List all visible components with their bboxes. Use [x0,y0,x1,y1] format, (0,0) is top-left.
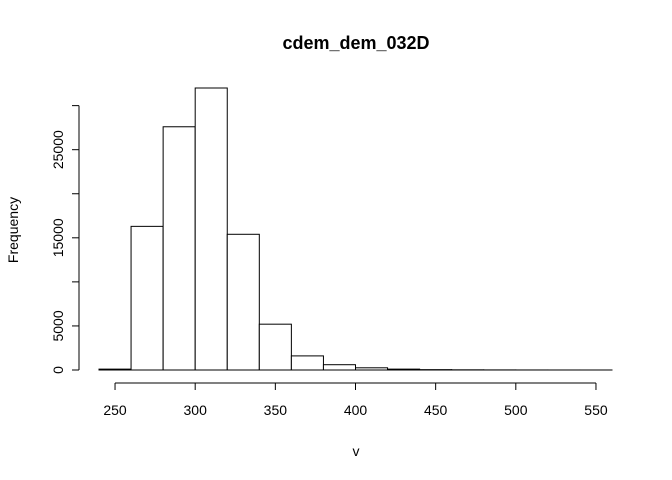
histogram-bars [98,87,613,371]
histogram-bar [322,364,357,371]
histogram-bar [258,323,292,371]
x-tick-label: 350 [264,402,288,418]
histogram-bar [387,368,421,371]
histogram-bar [290,355,324,371]
chart-title: cdem_dem_032D [282,33,429,53]
histogram-bar [355,367,389,371]
x-tick-label: 250 [103,402,127,418]
x-axis: 250 300 350 400 450 500 550 [103,382,608,418]
y-tick-label: 5000 [50,310,66,341]
histogram-bar [162,126,196,371]
x-axis-label: v [353,443,360,459]
x-tick-label: 450 [424,402,448,418]
x-tick-label: 550 [584,402,608,418]
y-tick-label: 0 [50,366,66,374]
y-tick-label: 25000 [50,130,66,169]
y-axis: 0 5000 15000 25000 [50,105,80,374]
histogram-bar [98,368,132,371]
x-tick-label: 300 [184,402,208,418]
histogram-bar [130,225,164,371]
x-tick-label: 500 [504,402,528,418]
y-axis-label: Frequency [5,197,21,263]
y-tick-label: 15000 [50,218,66,257]
histogram-bar [194,87,228,371]
x-tick-label: 400 [344,402,368,418]
histogram-bar [226,233,260,371]
